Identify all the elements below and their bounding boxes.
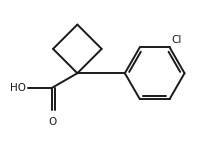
Text: HO: HO — [10, 83, 26, 93]
Text: Cl: Cl — [171, 35, 182, 45]
Text: O: O — [48, 117, 57, 127]
